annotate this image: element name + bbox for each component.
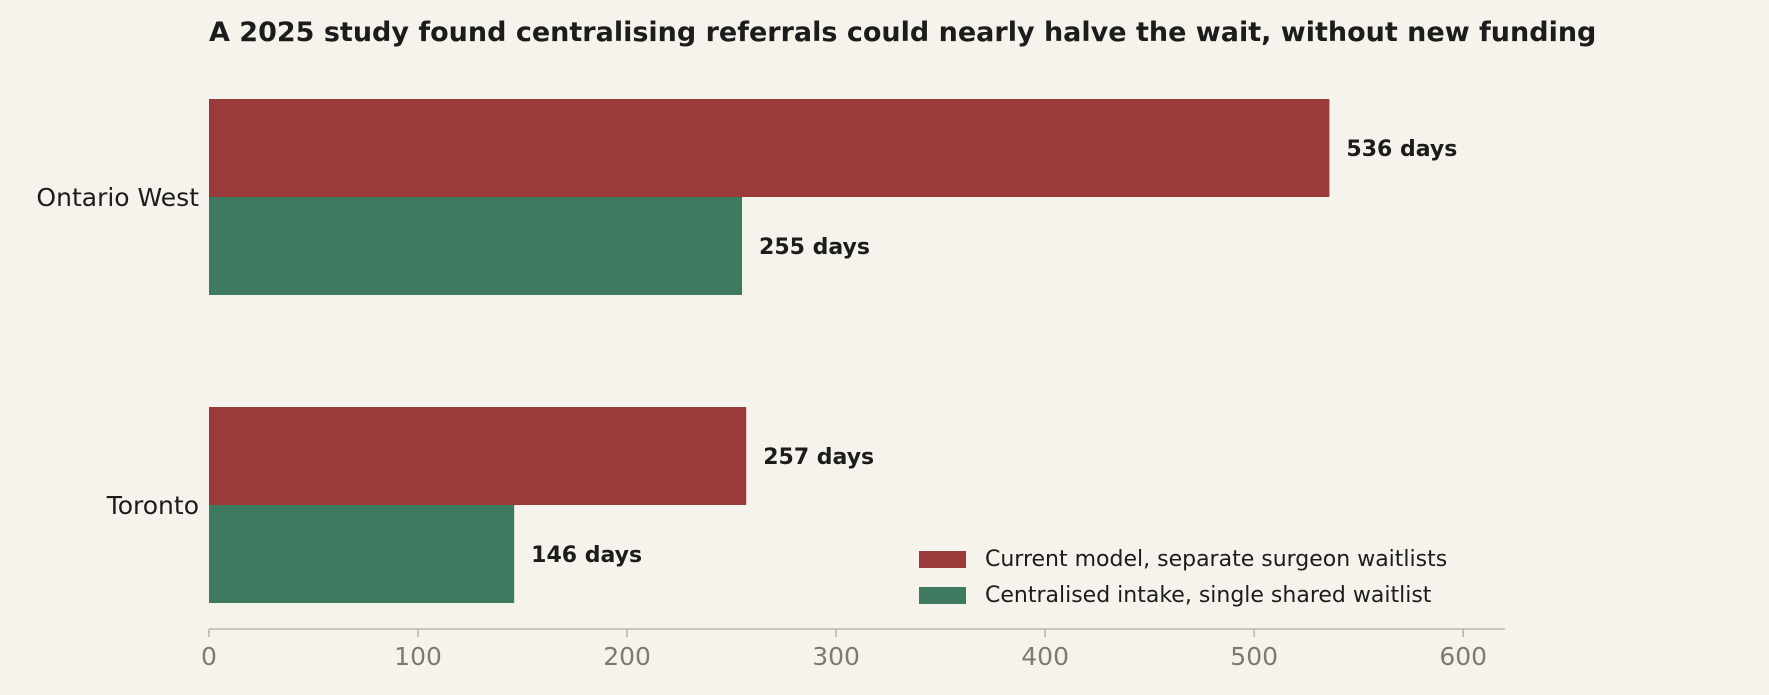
legend-label-current: Current model, separate surgeon waitlist… — [985, 547, 1447, 572]
data-label-toronto-centralised: 146 days — [531, 543, 642, 568]
x-tick-label: 600 — [1439, 642, 1487, 671]
data-label-ontario-west-current: 536 days — [1346, 137, 1457, 162]
category-label-ontario-west: Ontario West — [36, 183, 199, 212]
legend-swatch-centralised — [919, 587, 966, 604]
x-tick-label: 500 — [1230, 642, 1278, 671]
chart-title: A 2025 study found centralising referral… — [209, 17, 1596, 48]
data-label-toronto-current: 257 days — [763, 445, 874, 470]
legend-label-centralised: Centralised intake, single shared waitli… — [985, 583, 1432, 608]
x-tick-label: 200 — [603, 642, 651, 671]
bar-toronto-current — [209, 407, 747, 505]
x-axis-ticks-group: 0 100 200 300 400 500 600 — [201, 629, 1487, 671]
category-labels-group: Ontario West Toronto — [36, 183, 199, 520]
bars-group — [209, 99, 1330, 603]
x-tick-label: 400 — [1021, 642, 1069, 671]
legend-swatch-current — [919, 551, 966, 568]
category-label-toronto: Toronto — [106, 491, 199, 520]
x-tick-label: 0 — [201, 642, 217, 671]
data-labels-group: 536 days 255 days 257 days 146 days — [531, 137, 1457, 568]
x-tick-label: 100 — [394, 642, 442, 671]
data-label-ontario-west-centralised: 255 days — [759, 235, 870, 260]
legend: Current model, separate surgeon waitlist… — [919, 547, 1447, 608]
bar-ontario-west-centralised — [209, 197, 743, 295]
bar-toronto-centralised — [209, 505, 515, 603]
bar-ontario-west-current — [209, 99, 1330, 197]
x-tick-label: 300 — [812, 642, 860, 671]
